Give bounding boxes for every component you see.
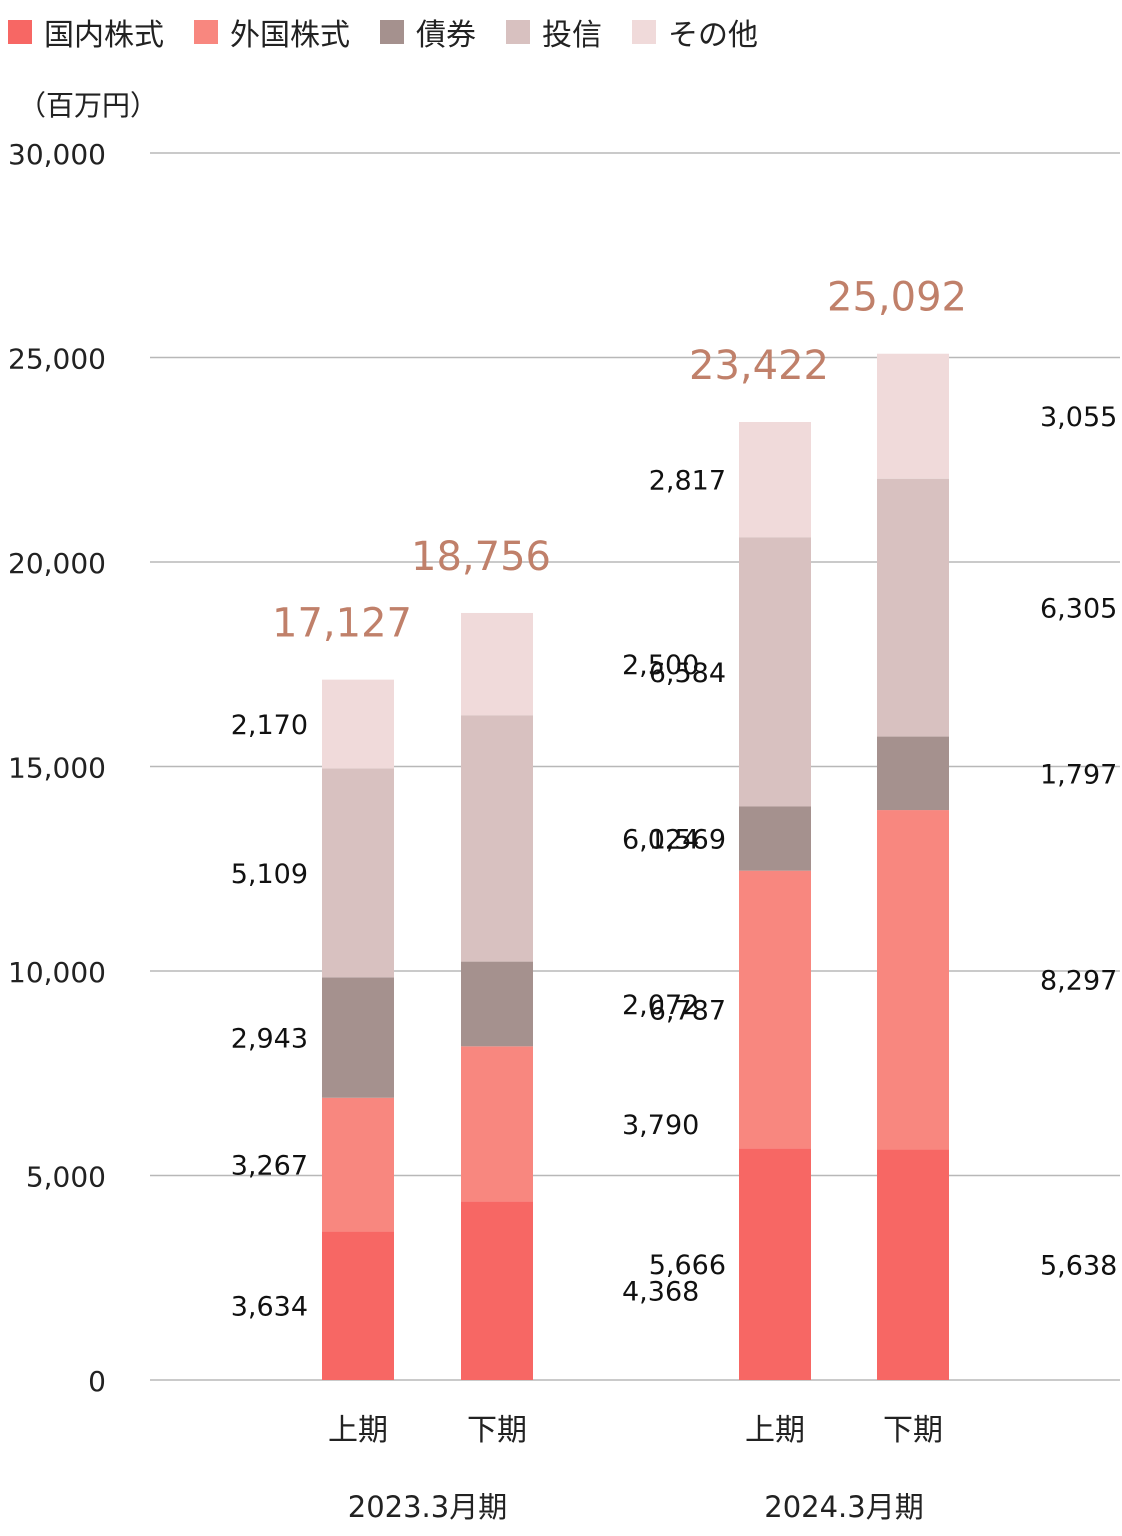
- total-label: 17,127: [272, 601, 412, 647]
- data-label: 5,638: [1040, 1251, 1117, 1282]
- data-label: 6,305: [1040, 594, 1117, 625]
- x-category-label: 下期: [467, 1413, 527, 1448]
- data-label: 2,943: [231, 1024, 308, 1055]
- data-label: 3,267: [231, 1151, 308, 1182]
- data-label: 3,634: [231, 1292, 308, 1323]
- data-label: 8,297: [1040, 966, 1117, 997]
- bar-segment: [461, 1201, 533, 1380]
- legend-swatch: [632, 20, 656, 44]
- legend-item: 債券: [380, 10, 476, 54]
- bar-segment: [322, 679, 394, 769]
- bar-segment: [461, 715, 533, 962]
- y-tick-label: 0: [88, 1365, 106, 1398]
- data-label: 6,787: [649, 995, 726, 1026]
- y-tick-label: 5,000: [26, 1161, 106, 1194]
- legend-label: 債券: [416, 18, 476, 53]
- x-category-label: 上期: [328, 1413, 388, 1448]
- data-label: 5,109: [231, 859, 308, 890]
- data-label: 2,500: [622, 650, 699, 681]
- bar-segment: [739, 806, 811, 871]
- y-axis-unit-label: （百万円）: [18, 89, 159, 122]
- bar-segment: [877, 478, 949, 737]
- data-label: 1,569: [649, 825, 726, 856]
- bar-segment: [877, 810, 949, 1150]
- data-label: 3,055: [1040, 402, 1117, 433]
- data-label: 2,170: [231, 710, 308, 741]
- bar-segment: [739, 1148, 811, 1380]
- total-label: 18,756: [411, 534, 551, 580]
- bar-segment: [322, 977, 394, 1098]
- legend-item: 国内株式: [8, 10, 164, 54]
- y-tick-label: 20,000: [8, 547, 106, 580]
- legend-label: 外国株式: [230, 18, 350, 53]
- legend-label: 投信: [542, 18, 602, 53]
- bar-segment: [322, 1097, 394, 1232]
- data-label: 2,817: [649, 466, 726, 497]
- legend: 国内株式 外国株式 債券 投信 その他: [8, 10, 788, 54]
- x-category-label: 上期: [745, 1413, 805, 1448]
- data-label: 1,797: [1040, 759, 1117, 790]
- legend-label: その他: [668, 18, 758, 53]
- legend-swatch: [194, 20, 218, 44]
- legend-swatch: [380, 20, 404, 44]
- x-group-label: 2023.3月期: [348, 1490, 507, 1524]
- bar-segment: [739, 537, 811, 807]
- y-tick-label: 15,000: [8, 752, 106, 785]
- bar-segment: [877, 1149, 949, 1380]
- bar-segment: [322, 768, 394, 978]
- x-category-label: 下期: [883, 1413, 943, 1448]
- bar-segment: [461, 1046, 533, 1202]
- bar-segment: [322, 1231, 394, 1380]
- legend-label: 国内株式: [44, 18, 164, 53]
- legend-item: 外国株式: [194, 10, 350, 54]
- legend-item: その他: [632, 10, 758, 54]
- bar-segment: [877, 353, 949, 479]
- y-tick-label: 10,000: [8, 956, 106, 989]
- bar-segment: [739, 421, 811, 538]
- data-label: 6,024: [622, 824, 699, 855]
- data-label: 4,368: [622, 1277, 699, 1308]
- data-label: 3,790: [622, 1110, 699, 1141]
- legend-swatch: [8, 20, 32, 44]
- bar-segment: [461, 961, 533, 1047]
- data-label: 2,072: [622, 990, 699, 1021]
- total-label: 25,092: [827, 275, 967, 321]
- x-group-label: 2024.3月期: [764, 1490, 923, 1524]
- total-label: 23,422: [689, 343, 829, 389]
- bar-segment: [739, 870, 811, 1149]
- data-label: 5,666: [649, 1250, 726, 1281]
- legend-swatch: [506, 20, 530, 44]
- bar-segment: [461, 612, 533, 716]
- y-tick-label: 25,000: [8, 343, 106, 376]
- y-tick-label: 30,000: [8, 138, 106, 171]
- bar-segment: [877, 736, 949, 811]
- legend-item: 投信: [506, 10, 602, 54]
- data-label: 6,584: [649, 658, 726, 689]
